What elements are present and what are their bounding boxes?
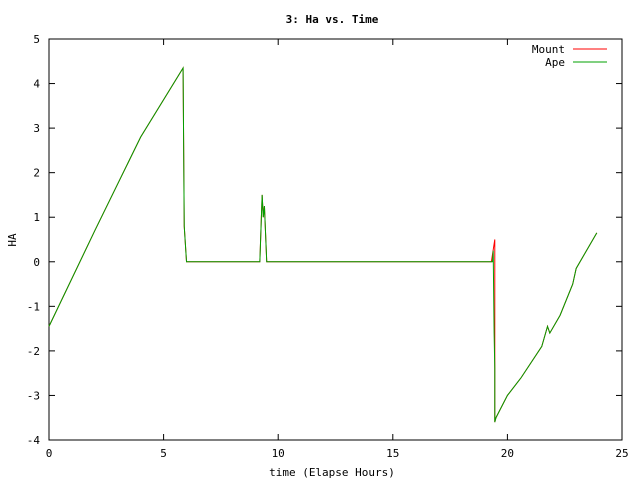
series-line-ape xyxy=(48,66,598,423)
y-tick-label: 0 xyxy=(33,256,40,269)
x-tick-label: 5 xyxy=(160,447,167,460)
y-tick-label: 4 xyxy=(33,78,40,91)
y-tick-label: -1 xyxy=(27,300,40,313)
x-axis-label: time (Elapse Hours) xyxy=(269,466,395,479)
y-axis-label: HA xyxy=(6,233,19,247)
x-tick-label: 20 xyxy=(501,447,514,460)
series-layer xyxy=(48,66,598,423)
y-tick-label: 5 xyxy=(33,33,40,46)
y-tick-label: -3 xyxy=(27,389,40,402)
plot-frame xyxy=(48,38,623,441)
legend: Mount Ape xyxy=(532,43,607,69)
x-axis: 0 5 10 15 20 25 xyxy=(46,39,629,460)
y-tick-label: -2 xyxy=(27,345,40,358)
x-tick-label: 25 xyxy=(615,447,628,460)
x-tick-label: 0 xyxy=(46,447,53,460)
x-tick-label: 10 xyxy=(272,447,285,460)
x-tick-label: 15 xyxy=(386,447,399,460)
y-tick-label: 2 xyxy=(33,167,40,180)
y-tick-label: 3 xyxy=(33,122,40,135)
series-line-mount xyxy=(48,66,598,423)
legend-label-mount: Mount xyxy=(532,43,565,56)
legend-label-ape: Ape xyxy=(545,56,565,69)
y-axis: -4 -3 -2 -1 0 1 2 3 4 5 xyxy=(27,33,622,447)
chart-title: 3: Ha vs. Time xyxy=(286,13,379,26)
y-tick-label: -4 xyxy=(27,434,41,447)
y-tick-label: 1 xyxy=(33,211,40,224)
